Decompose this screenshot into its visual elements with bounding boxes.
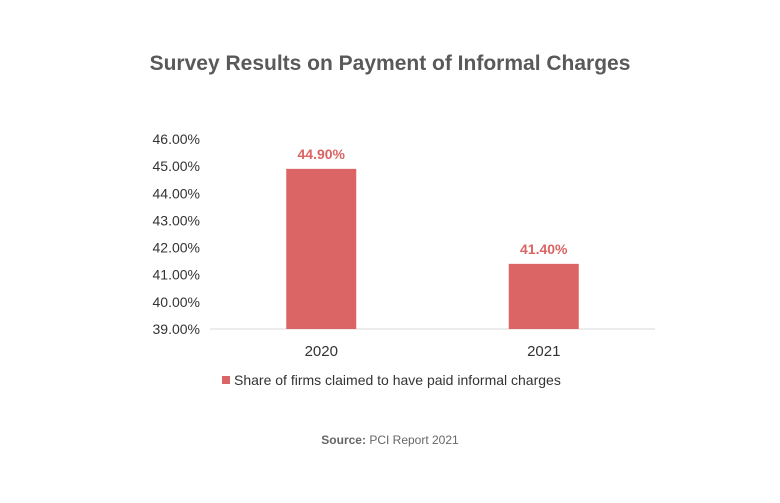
bar-2021 [508,263,579,329]
x-tick-label-2020: 2020 [305,343,338,360]
data-label-2020: 44.90% [298,146,346,162]
legend-label: Share of firms claimed to have paid info… [234,372,561,388]
y-tick-label: 39.00% [153,321,200,337]
y-tick-label: 41.00% [153,267,200,283]
y-tick-label: 46.00% [153,131,200,147]
x-tick-label-2021: 2021 [527,343,560,360]
chart-title: Survey Results on Payment of Informal Ch… [149,52,631,75]
y-tick-label: 45.00% [153,158,200,174]
legend-swatch [222,376,230,384]
source-text: PCI Report 2021 [365,433,459,447]
bar-2020 [286,168,357,329]
y-tick-label: 44.00% [153,185,200,201]
source-label: Source: [321,433,366,447]
data-label-2021: 41.40% [520,241,568,257]
y-tick-label: 43.00% [153,212,200,228]
y-tick-label: 42.00% [153,240,200,256]
bar-chart: 39.00% 40.00% 41.00% 42.00% 43.00% 44.00% 45.0… [153,131,655,388]
y-tick-label: 40.00% [153,294,200,310]
source-note: Source: PCI Report 2021 [0,433,780,447]
